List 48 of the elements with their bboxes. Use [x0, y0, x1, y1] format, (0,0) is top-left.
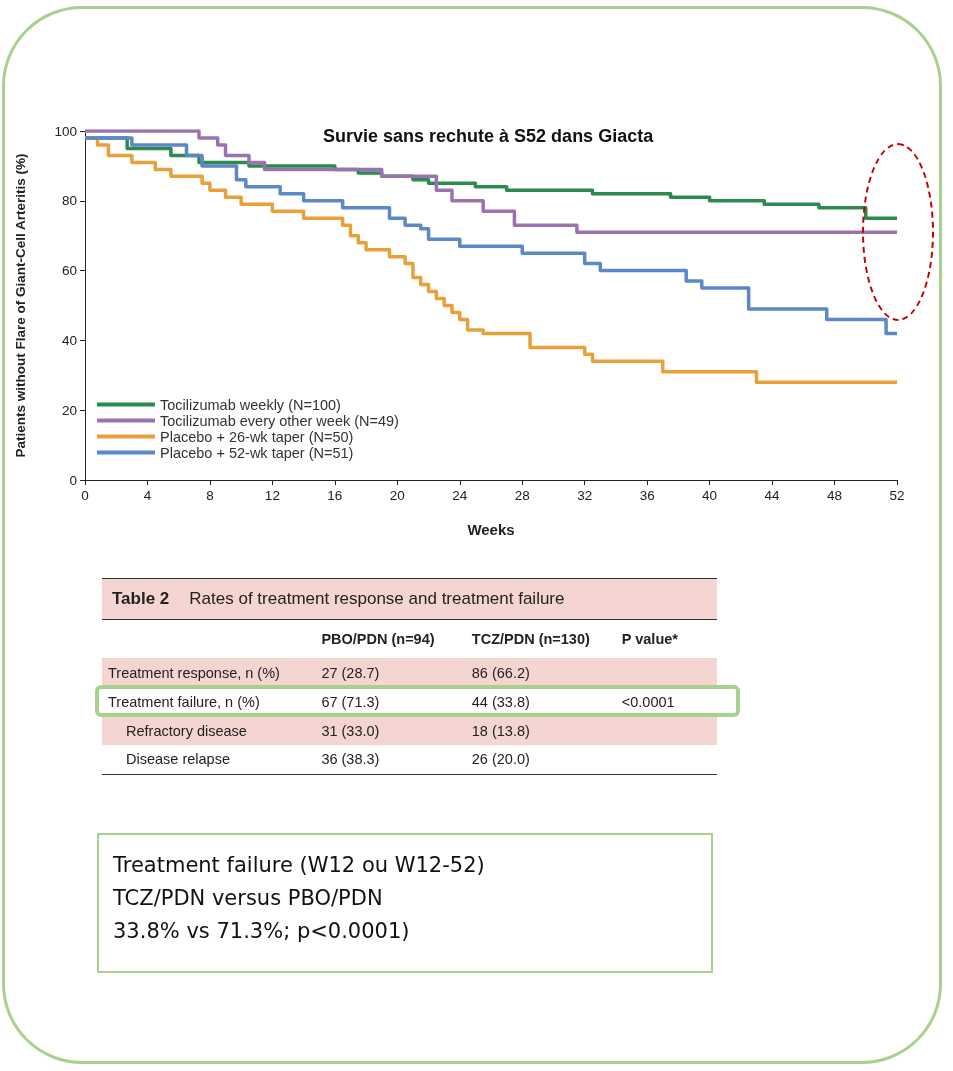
text: 27 (28.7): [321, 664, 380, 681]
x-tick-label: 32: [577, 487, 593, 503]
text: 18 (13.8): [471, 722, 530, 739]
category-label: PBO/PDN (n=94): [320, 630, 436, 649]
category-label: TCZ/PDN (n=130): [470, 630, 591, 649]
x-tick-label: 24: [452, 487, 468, 503]
y-tick-label: 40: [61, 332, 77, 348]
category-label: Treatment response, n (%): [108, 664, 280, 681]
x-tick-label: 8: [206, 487, 214, 503]
y-axis-title: Patients without Flare of Giant-Cell Arteritis (%): [12, 153, 28, 458]
x-tick-label: 36: [639, 487, 655, 503]
y-tick-label: 20: [61, 402, 77, 418]
y-tick-label: 0: [69, 472, 77, 488]
x-tick-label: 44: [764, 487, 781, 503]
x-tick-label: 0: [81, 487, 89, 503]
text: 44 (33.8): [471, 693, 530, 710]
legend-label: Placebo + 52-wk taper (N=51): [160, 444, 354, 461]
text: 86 (66.2): [471, 664, 530, 681]
x-tick-label: 28: [514, 487, 530, 503]
y-tick-label: 80: [61, 193, 77, 209]
x-axis-title: Weeks: [467, 521, 515, 538]
text: Table 2: [112, 589, 170, 609]
text: Treatment failure (W12 ou W12-52): [113, 852, 486, 879]
text: 33.8% vs 71.3%; p<0.0001): [113, 918, 411, 945]
category-label: P value*: [620, 630, 679, 649]
y-tick-label: 100: [54, 123, 77, 139]
x-tick-label: 12: [264, 487, 280, 503]
category-label: Refractory disease: [126, 722, 247, 739]
category-label: Treatment failure, n (%): [108, 693, 260, 710]
category-label: Disease relapse: [126, 751, 230, 768]
y-tick-label: 60: [61, 263, 77, 279]
legend-label: Tocilizumab weekly (N=100): [160, 396, 341, 413]
text: <0.0001: [621, 693, 675, 710]
x-tick-label: 40: [702, 487, 718, 503]
legend-label: Tocilizumab every other week (N=49): [160, 412, 399, 429]
text: 26 (20.0): [471, 751, 530, 768]
text: Rates of treatment response and treatment failure: [189, 589, 565, 609]
text: 36 (38.3): [321, 751, 380, 768]
text: 67 (71.3): [321, 693, 380, 710]
text: 31 (33.0): [321, 722, 380, 739]
x-tick-label: 16: [327, 487, 343, 503]
chart-title: Survie sans rechute à S52 dans Giacta: [323, 126, 655, 146]
legend-label: Placebo + 26-wk taper (N=50): [160, 428, 354, 445]
x-tick-label: 4: [143, 487, 152, 503]
text: TCZ/PDN versus PBO/PDN: [113, 885, 384, 912]
x-tick-label: 20: [389, 487, 405, 503]
x-tick-label: 48: [827, 487, 843, 503]
x-tick-label: 52: [889, 487, 905, 503]
